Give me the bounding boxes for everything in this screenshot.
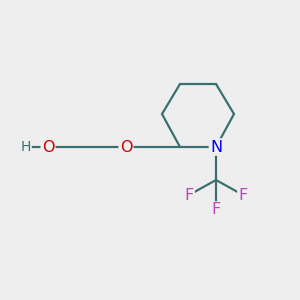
Text: N: N bbox=[210, 140, 222, 154]
Text: F: F bbox=[184, 188, 194, 202]
Text: F: F bbox=[212, 202, 220, 217]
Text: F: F bbox=[238, 188, 247, 202]
Text: H: H bbox=[20, 140, 31, 154]
Text: O: O bbox=[120, 140, 132, 154]
Text: O: O bbox=[42, 140, 54, 154]
